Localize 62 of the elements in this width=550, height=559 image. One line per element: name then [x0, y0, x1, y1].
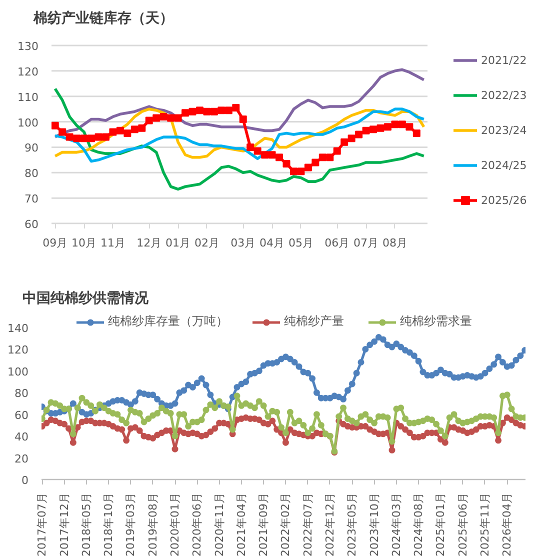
x-tick-label: 03月 [230, 236, 256, 250]
x-tick-label: 2025年06月 [456, 492, 470, 556]
x-tick-label: 2022年12月 [323, 492, 336, 556]
x-tick-label: 04月 [260, 236, 285, 250]
y-tick-label: 120 [18, 65, 39, 78]
x-tick-label: 12月 [136, 236, 162, 250]
x-tick-label: 2024年03月 [390, 492, 403, 556]
x-tick-label: 2018年05月 [80, 492, 93, 556]
line-series [54, 87, 426, 191]
x-tick-label: 2023年05月 [346, 492, 359, 556]
x-tick-label: 2019年08月 [146, 492, 160, 556]
x-tick-label: 2018年10月 [102, 492, 116, 556]
x-tick-label: 2022年02月 [279, 492, 292, 556]
x-tick-label: 2023年10月 [368, 492, 381, 556]
x-tick-label: 2021年04月 [234, 492, 248, 556]
y-tick-label: 140 [8, 322, 29, 335]
legend-label: 纯棉纱产量 [284, 313, 344, 330]
x-tick-label: 2019年03月 [124, 492, 138, 556]
x-tick-label: 01月 [166, 236, 191, 250]
x-tick-label: 10月 [72, 236, 97, 250]
x-tick-label: 2020年01月 [168, 492, 182, 556]
line-series [54, 68, 426, 138]
x-tick-label: 2017年12月 [58, 492, 71, 556]
y-tick-label: 80 [24, 167, 39, 180]
y-tick-label: 70 [24, 192, 39, 206]
legend-label: 2023/24 [481, 124, 527, 136]
y-tick-label: 0 [22, 474, 28, 487]
chart-title: 中国纯棉纱供需情况 [22, 290, 150, 306]
x-tick-label: 2026年04月 [500, 492, 514, 556]
x-tick-label: 2022年07月 [301, 492, 314, 556]
legend-label: 2021/22 [481, 54, 527, 66]
x-tick-label: 2025年01月 [434, 492, 448, 556]
legend-label: 纯棉纱需求量 [400, 313, 472, 330]
x-tick-label: 11月 [100, 236, 126, 250]
x-tick-label: 09月 [42, 236, 68, 250]
x-tick-label: 2021年09月 [257, 492, 270, 556]
y-tick-label: 20 [14, 452, 29, 466]
y-tick-label: 110 [18, 90, 39, 104]
x-tick-label: 08月 [382, 236, 408, 250]
y-tick-label: 90 [24, 142, 39, 155]
x-tick-label: 2017年07月 [36, 492, 49, 556]
legend-label: 纯棉纱库存量（万吨） [108, 313, 228, 330]
x-tick-label: 2020年11月 [212, 492, 226, 556]
y-tick-label: 100 [8, 365, 29, 378]
x-tick-label: 2020年06月 [190, 492, 204, 556]
x-tick-label: 2025年11月 [478, 492, 492, 556]
chart-title: 棉纺产业链库存（天） [32, 10, 174, 26]
y-tick-label: 80 [14, 387, 29, 400]
x-tick-label: 06月 [324, 236, 350, 250]
y-tick-label: 120 [8, 344, 29, 357]
legend-label: 2024/25 [481, 158, 527, 172]
x-tick-label: 07月 [354, 236, 379, 250]
y-tick-label: 60 [24, 218, 39, 231]
legend-label: 2022/23 [481, 88, 527, 102]
legend-label: 2025/26 [481, 194, 527, 206]
x-tick-label: 2024年08月 [412, 492, 426, 556]
x-tick-label: 02月 [194, 236, 220, 250]
x-tick-label: 05月 [288, 236, 314, 250]
y-tick-label: 130 [18, 40, 39, 53]
y-tick-label: 60 [14, 408, 29, 422]
y-tick-label: 100 [18, 116, 39, 130]
y-tick-label: 40 [14, 430, 29, 444]
